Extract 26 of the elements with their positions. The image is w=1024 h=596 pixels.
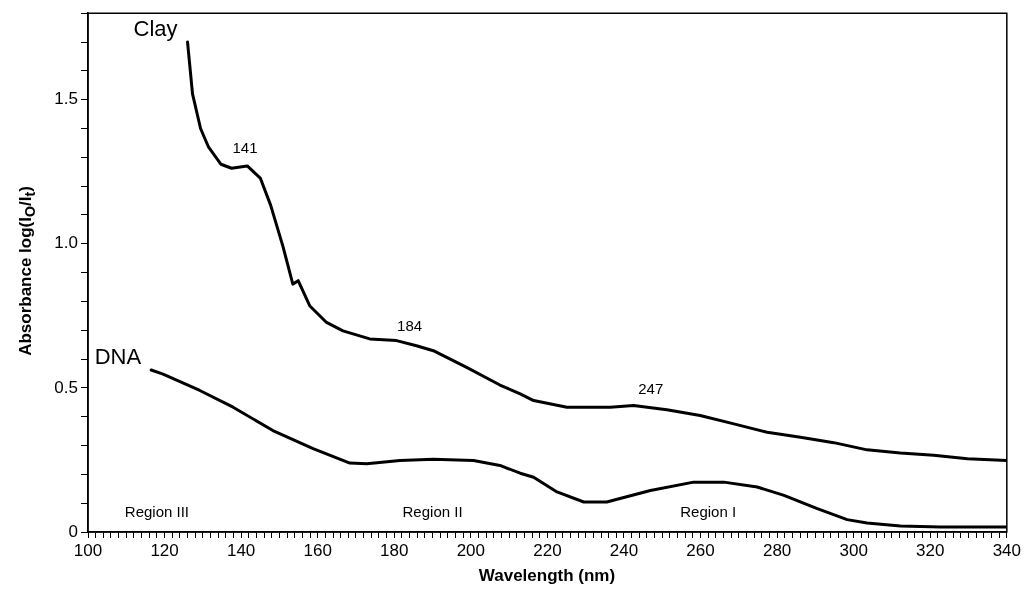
series-label: Clay — [133, 16, 178, 42]
y-tick-label: 0 — [68, 521, 78, 541]
x-tick-label: 320 — [916, 540, 945, 560]
x-tick-label: 260 — [686, 540, 715, 560]
series-label: DNA — [94, 344, 142, 370]
annotation: Region I — [680, 502, 737, 520]
annotation: 184 — [397, 317, 423, 335]
x-tick-label: 120 — [150, 540, 179, 560]
x-tick-label: 240 — [609, 540, 639, 560]
x-axis-title: Wavelength (nm) — [477, 566, 617, 586]
x-tick-label: 340 — [992, 540, 1022, 560]
x-tick-label: 160 — [303, 540, 332, 560]
annotation: 247 — [638, 380, 664, 398]
x-tick-label: 220 — [533, 540, 562, 560]
y-tick-label: 1.0 — [54, 233, 78, 253]
annotation: Region II — [402, 502, 463, 520]
y-tick-label: 1.5 — [54, 89, 78, 109]
x-tick-label: 280 — [762, 540, 792, 560]
annotation: Region III — [124, 502, 190, 520]
x-tick-label: 100 — [73, 540, 103, 560]
x-tick-label: 300 — [839, 540, 868, 560]
y-tick-label: 0.5 — [54, 377, 78, 397]
x-tick-label: 180 — [380, 540, 409, 560]
x-tick-label: 140 — [226, 540, 256, 560]
annotation: 141 — [232, 138, 258, 156]
x-tick-label: 200 — [456, 540, 486, 560]
